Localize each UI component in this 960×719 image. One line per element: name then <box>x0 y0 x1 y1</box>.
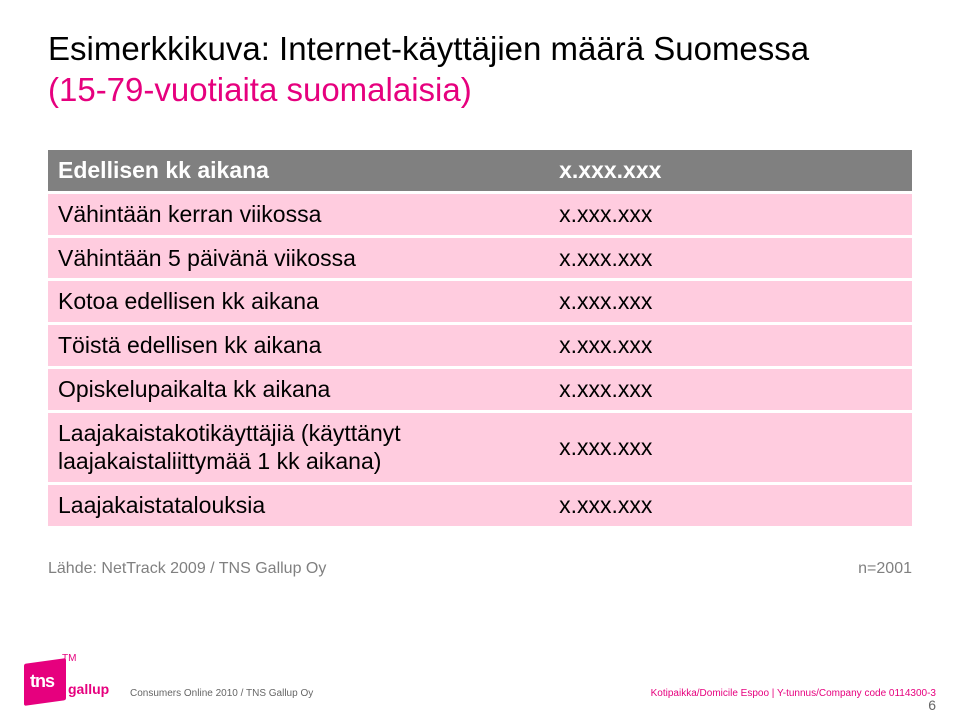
row-value: x.xxx.xxx <box>549 413 912 483</box>
slide-title: Esimerkkikuva: Internet-käyttäjien määrä… <box>48 28 912 111</box>
data-table: Edellisen kk aikanax.xxx.xxxVähintään ke… <box>48 150 912 526</box>
row-value: x.xxx.xxx <box>549 194 912 235</box>
row-label: Laajakaistatalouksia <box>48 485 549 526</box>
row-label: Opiskelupaikalta kk aikana <box>48 369 549 410</box>
tns-gallup-logo: tns TM gallup <box>24 655 124 709</box>
logo-tns-text: tns <box>30 671 54 692</box>
table: Edellisen kk aikanax.xxx.xxxVähintään ke… <box>48 150 912 526</box>
footer-right: Kotipaikka/Domicile Espoo | Y-tunnus/Com… <box>651 688 936 699</box>
table-row: Vähintään kerran viikossax.xxx.xxx <box>48 194 912 235</box>
row-value: x.xxx.xxx <box>549 150 912 191</box>
table-row: Vähintään 5 päivänä viikossax.xxx.xxx <box>48 238 912 279</box>
row-label: Töistä edellisen kk aikana <box>48 325 549 366</box>
row-value: x.xxx.xxx <box>549 238 912 279</box>
row-value: x.xxx.xxx <box>549 485 912 526</box>
page-number: 6 <box>928 697 936 713</box>
row-value: x.xxx.xxx <box>549 369 912 410</box>
slide: Esimerkkikuva: Internet-käyttäjien määrä… <box>0 0 960 719</box>
table-header-row: Edellisen kk aikanax.xxx.xxx <box>48 150 912 191</box>
row-label: Kotoa edellisen kk aikana <box>48 281 549 322</box>
table-row: Laajakaistatalouksiax.xxx.xxx <box>48 485 912 526</box>
title-line-1: Esimerkkikuva: Internet-käyttäjien määrä… <box>48 28 912 69</box>
title-line-2: (15-79-vuotiaita suomalaisia) <box>48 69 912 110</box>
footer: tns TM gallup Consumers Online 2010 / TN… <box>0 653 960 719</box>
footer-bar: Consumers Online 2010 / TNS Gallup Oy Ko… <box>130 688 936 699</box>
source-text: Lähde: NetTrack 2009 / TNS Gallup Oy <box>48 560 326 578</box>
table-row: Laajakaistakotikäyttäjiä (käyttänyt laaj… <box>48 413 912 483</box>
row-label: Laajakaistakotikäyttäjiä (käyttänyt laaj… <box>48 413 549 483</box>
footer-left: Consumers Online 2010 / TNS Gallup Oy <box>130 688 313 699</box>
row-value: x.xxx.xxx <box>549 281 912 322</box>
source-line: Lähde: NetTrack 2009 / TNS Gallup Oy n=2… <box>48 560 912 578</box>
table-row: Töistä edellisen kk aikanax.xxx.xxx <box>48 325 912 366</box>
table-row: Kotoa edellisen kk aikanax.xxx.xxx <box>48 281 912 322</box>
logo-gallup-text: gallup <box>68 681 109 697</box>
row-label: Vähintään 5 päivänä viikossa <box>48 238 549 279</box>
row-label: Edellisen kk aikana <box>48 150 549 191</box>
logo-tm: TM <box>62 653 76 664</box>
row-label: Vähintään kerran viikossa <box>48 194 549 235</box>
source-n: n=2001 <box>858 560 912 578</box>
table-row: Opiskelupaikalta kk aikanax.xxx.xxx <box>48 369 912 410</box>
row-value: x.xxx.xxx <box>549 325 912 366</box>
